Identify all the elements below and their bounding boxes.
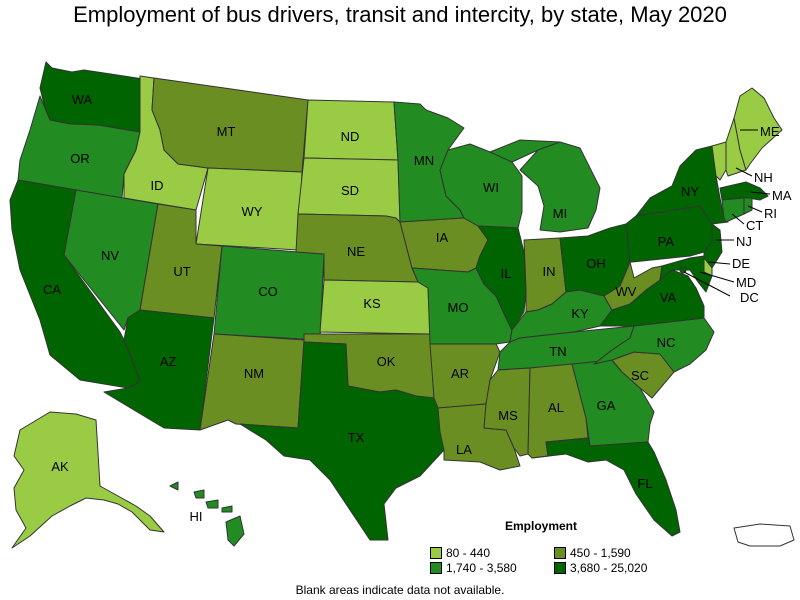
legend-item-4: 3,680 - 25,020	[554, 561, 647, 575]
footnote: Blank areas indicate data not available.	[295, 583, 505, 597]
state-CT[interactable]	[721, 197, 745, 223]
label-SC: SC	[631, 368, 649, 383]
label-IL: IL	[501, 266, 512, 281]
legend-swatch-4	[554, 562, 566, 574]
label-LA: LA	[456, 442, 472, 457]
state-MD[interactable]	[659, 255, 713, 293]
legend-label-3: 1,740 - 3,580	[446, 561, 517, 575]
label-NC: NC	[657, 335, 676, 350]
label-NH: NH	[754, 170, 773, 185]
state-AK[interactable]	[11, 411, 165, 549]
label-VA: VA	[660, 290, 677, 305]
label-CA: CA	[43, 282, 61, 297]
label-TX: TX	[348, 430, 365, 445]
label-ND: ND	[341, 129, 360, 144]
leader-lines	[683, 129, 771, 297]
label-AL: AL	[548, 400, 564, 415]
label-NY: NY	[681, 184, 699, 199]
label-UT: UT	[173, 264, 190, 279]
label-KS: KS	[363, 296, 381, 311]
legend-item-3: 1,740 - 3,580	[430, 561, 517, 575]
label-ME: ME	[760, 124, 780, 139]
state-DC[interactable]	[679, 266, 687, 274]
label-CO: CO	[258, 284, 278, 299]
label-NJ: NJ	[736, 234, 752, 249]
label-MT: MT	[217, 124, 236, 139]
label-AK: AK	[51, 459, 69, 474]
legend-swatch-3	[430, 562, 442, 574]
label-AZ: AZ	[160, 354, 177, 369]
label-PA: PA	[658, 234, 675, 249]
label-WV: WV	[616, 284, 637, 299]
legend-swatch-2	[554, 547, 566, 559]
state-IA[interactable]	[399, 217, 489, 273]
label-SD: SD	[341, 183, 359, 198]
legend-title: Employment	[505, 519, 578, 533]
state-FL[interactable]	[531, 437, 681, 537]
label-MS: MS	[498, 408, 518, 423]
label-DE: DE	[732, 256, 750, 271]
state-ME[interactable]	[733, 87, 783, 171]
label-MD: MD	[736, 275, 756, 290]
state-NM[interactable]	[199, 333, 305, 431]
label-RI: RI	[764, 206, 777, 221]
legend-item-2: 450 - 1,590	[554, 546, 631, 560]
label-OH: OH	[586, 256, 606, 271]
label-OK: OK	[377, 354, 396, 369]
label-NE: NE	[347, 244, 365, 259]
label-CT: CT	[746, 218, 763, 233]
state-TX[interactable]	[239, 341, 445, 541]
legend-label-4: 3,680 - 25,020	[570, 561, 648, 575]
legend-label-2: 450 - 1,590	[570, 546, 631, 560]
state-MI[interactable]	[489, 139, 601, 233]
state-VT[interactable]	[711, 141, 727, 181]
state-labels: WA OR CA ID NV MT WY UT AZ CO NM ND SD N…	[43, 92, 792, 524]
state-PR[interactable]	[733, 523, 795, 547]
label-DC: DC	[740, 290, 759, 305]
legend-item-1: 80 - 440	[430, 546, 490, 560]
label-IA: IA	[436, 230, 449, 245]
label-MI: MI	[553, 206, 567, 221]
label-MN: MN	[414, 153, 434, 168]
label-FL: FL	[637, 476, 652, 491]
legend-label-1: 80 - 440	[446, 546, 491, 560]
label-ID: ID	[151, 178, 164, 193]
map-title: Employment of bus drivers, transit and i…	[73, 2, 727, 27]
label-GA: GA	[597, 398, 616, 413]
label-HI: HI	[190, 509, 203, 524]
label-AR: AR	[451, 366, 469, 381]
label-WI: WI	[483, 180, 499, 195]
label-MA: MA	[772, 188, 792, 203]
legend-swatch-1	[430, 547, 442, 559]
label-WA: WA	[72, 92, 93, 107]
label-KY: KY	[571, 306, 589, 321]
label-OR: OR	[70, 151, 90, 166]
label-NM: NM	[244, 366, 264, 381]
state-HI[interactable]	[169, 481, 245, 547]
label-WY: WY	[242, 204, 263, 219]
label-MO: MO	[448, 300, 469, 315]
label-TN: TN	[549, 344, 566, 359]
label-IN: IN	[543, 264, 556, 279]
state-AZ[interactable]	[103, 309, 215, 431]
label-NV: NV	[101, 248, 119, 263]
